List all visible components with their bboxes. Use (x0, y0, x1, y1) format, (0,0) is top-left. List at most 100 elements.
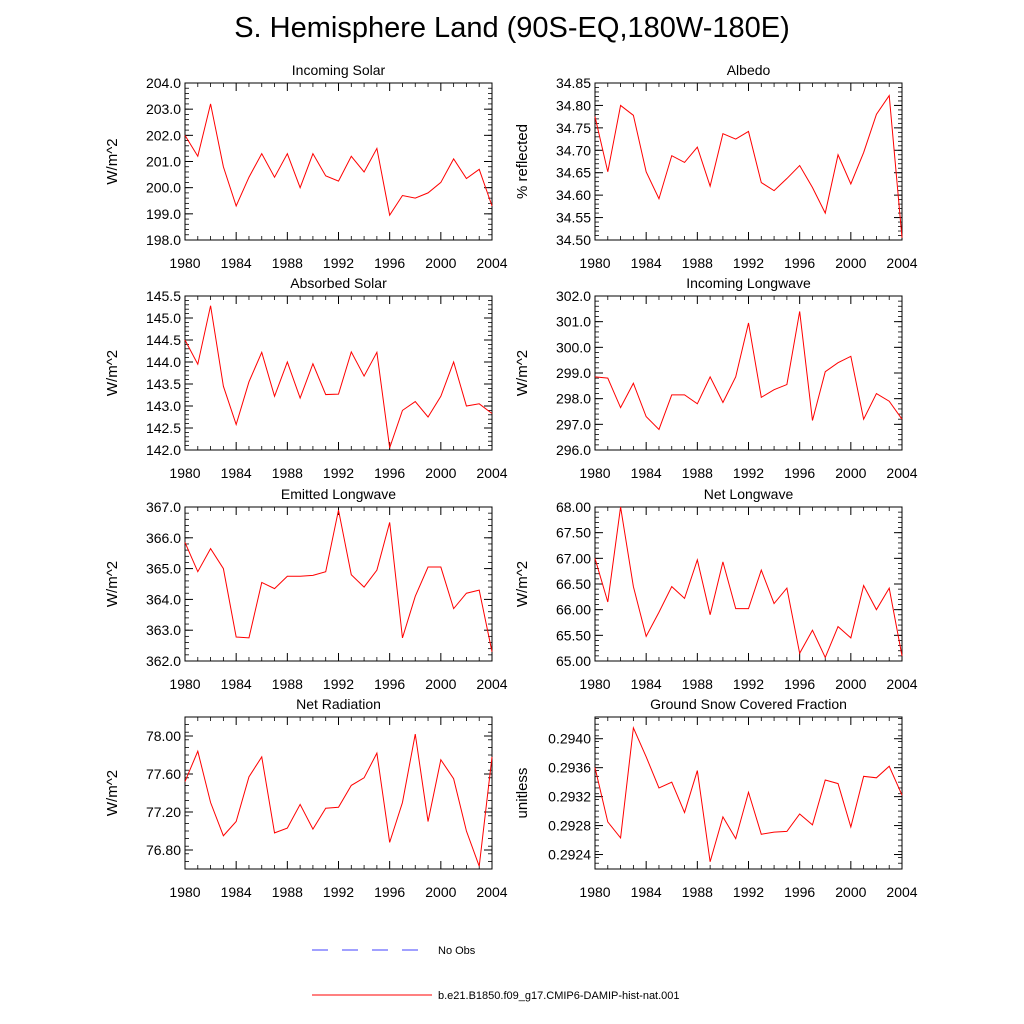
x-tick-label: 2004 (476, 884, 507, 900)
x-tick-label: 1992 (323, 884, 354, 900)
y-tick-label: 34.50 (556, 232, 591, 248)
y-axis-label: unitless (514, 768, 531, 819)
x-tick-label: 1988 (682, 676, 713, 692)
x-tick-label: 1984 (631, 676, 662, 692)
y-tick-label: 67.50 (556, 525, 591, 541)
x-tick-label: 1984 (631, 465, 662, 481)
x-tick-label: 1992 (733, 884, 764, 900)
y-tick-label: 34.70 (556, 142, 591, 158)
x-tick-label: 2004 (476, 676, 507, 692)
y-axis-label: W/m^2 (104, 770, 121, 816)
x-tick-label: 2004 (476, 465, 507, 481)
x-tick-label: 2000 (835, 255, 866, 271)
panel-title: Albedo (727, 62, 771, 78)
series-line (184, 103, 493, 217)
series-line (594, 506, 903, 659)
y-axis-label: W/m^2 (104, 350, 121, 396)
series-line (184, 305, 493, 448)
y-tick-label: 0.2932 (548, 789, 591, 805)
x-tick-label: 1984 (221, 676, 252, 692)
legend-model-label: b.e21.B1850.f09_g17.CMIP6-DAMIP-hist-nat… (438, 990, 680, 1002)
y-tick-label: 34.55 (556, 210, 591, 226)
series-line (594, 94, 903, 238)
x-tick-label: 1996 (374, 884, 405, 900)
x-tick-label: 1988 (682, 465, 713, 481)
panel-title: Net Radiation (296, 696, 381, 712)
x-tick-label: 1996 (784, 676, 815, 692)
plot-frame (184, 295, 493, 451)
x-tick-label: 1996 (374, 255, 405, 271)
chart-panel: Net Radiation W/m^2 76.80 77.20 77.60 78.00 19… (104, 696, 508, 900)
y-tick-label: 0.2936 (548, 760, 591, 776)
y-tick-label: 0.2924 (548, 847, 591, 863)
y-tick-label: 367.0 (146, 499, 181, 515)
chart-panel: Absorbed Solar W/m^2 142.0 142.5 143.0 143.5 1… (104, 275, 508, 481)
series-line (184, 734, 493, 867)
y-tick-label: 34.75 (556, 120, 591, 136)
x-tick-label: 1980 (169, 676, 200, 692)
y-tick-label: 299.0 (556, 365, 591, 381)
x-tick-label: 1992 (323, 465, 354, 481)
y-tick-label: 65.50 (556, 627, 591, 643)
x-tick-label: 1988 (682, 255, 713, 271)
x-tick-label: 1996 (374, 465, 405, 481)
x-tick-label: 1996 (374, 676, 405, 692)
y-tick-label: 203.0 (146, 101, 181, 117)
x-tick-label: 2000 (425, 884, 456, 900)
panel-title: Absorbed Solar (290, 275, 387, 291)
y-tick-label: 144.5 (146, 332, 181, 348)
y-tick-label: 34.80 (556, 97, 591, 113)
y-tick-label: 366.0 (146, 530, 181, 546)
y-tick-label: 364.0 (146, 591, 181, 607)
x-tick-label: 1988 (272, 676, 303, 692)
y-tick-label: 68.00 (556, 499, 591, 515)
y-tick-label: 76.80 (146, 842, 181, 858)
panel-title: Incoming Solar (292, 62, 386, 78)
series-line (184, 509, 493, 652)
y-tick-label: 142.5 (146, 420, 181, 436)
x-tick-label: 1980 (579, 255, 610, 271)
y-tick-label: 202.0 (146, 127, 181, 143)
y-tick-label: 363.0 (146, 622, 181, 638)
y-tick-label: 34.65 (556, 165, 591, 181)
panel-title: Net Longwave (704, 486, 794, 502)
chart-panel: Albedo % reflected 34.50 34.55 34.60 34.65 34.… (514, 62, 918, 271)
x-tick-label: 2000 (835, 465, 866, 481)
y-tick-label: 143.5 (146, 376, 181, 392)
x-tick-label: 1996 (784, 884, 815, 900)
x-tick-label: 1980 (579, 884, 610, 900)
y-axis-label: % reflected (514, 124, 531, 199)
y-tick-label: 77.20 (146, 804, 181, 820)
y-tick-label: 298.0 (556, 391, 591, 407)
legend: No Obs b.e21.B1850.f09_g17.CMIP6-DAMIP-hi… (312, 945, 680, 1002)
y-tick-label: 199.0 (146, 206, 181, 222)
x-tick-label: 1992 (323, 255, 354, 271)
y-tick-label: 144.0 (146, 354, 181, 370)
y-axis-label: W/m^2 (514, 350, 531, 396)
x-tick-label: 1984 (631, 255, 662, 271)
x-tick-label: 1992 (733, 465, 764, 481)
y-tick-label: 362.0 (146, 653, 181, 669)
plot-frame (594, 82, 903, 241)
x-tick-label: 1984 (631, 884, 662, 900)
x-tick-label: 2004 (886, 465, 917, 481)
y-tick-label: 34.85 (556, 75, 591, 91)
plot-frame (184, 82, 493, 241)
chart-panel: Ground Snow Covered Fraction unitless 0.29… (514, 696, 918, 900)
y-tick-label: 145.0 (146, 310, 181, 326)
x-tick-label: 1980 (169, 465, 200, 481)
x-tick-label: 1996 (784, 465, 815, 481)
x-tick-label: 1992 (733, 676, 764, 692)
y-tick-label: 300.0 (556, 339, 591, 355)
y-tick-label: 204.0 (146, 75, 181, 91)
x-tick-label: 2004 (476, 255, 507, 271)
legend-obs-label: No Obs (438, 945, 476, 957)
y-tick-label: 296.0 (556, 442, 591, 458)
plot-frame (184, 716, 493, 870)
y-tick-label: 200.0 (146, 180, 181, 196)
y-tick-label: 0.2928 (548, 818, 591, 834)
y-tick-label: 301.0 (556, 314, 591, 330)
page-title: S. Hemisphere Land (90S-EQ,180W-180E) (234, 12, 790, 44)
y-tick-label: 66.00 (556, 602, 591, 618)
y-tick-label: 142.0 (146, 442, 181, 458)
